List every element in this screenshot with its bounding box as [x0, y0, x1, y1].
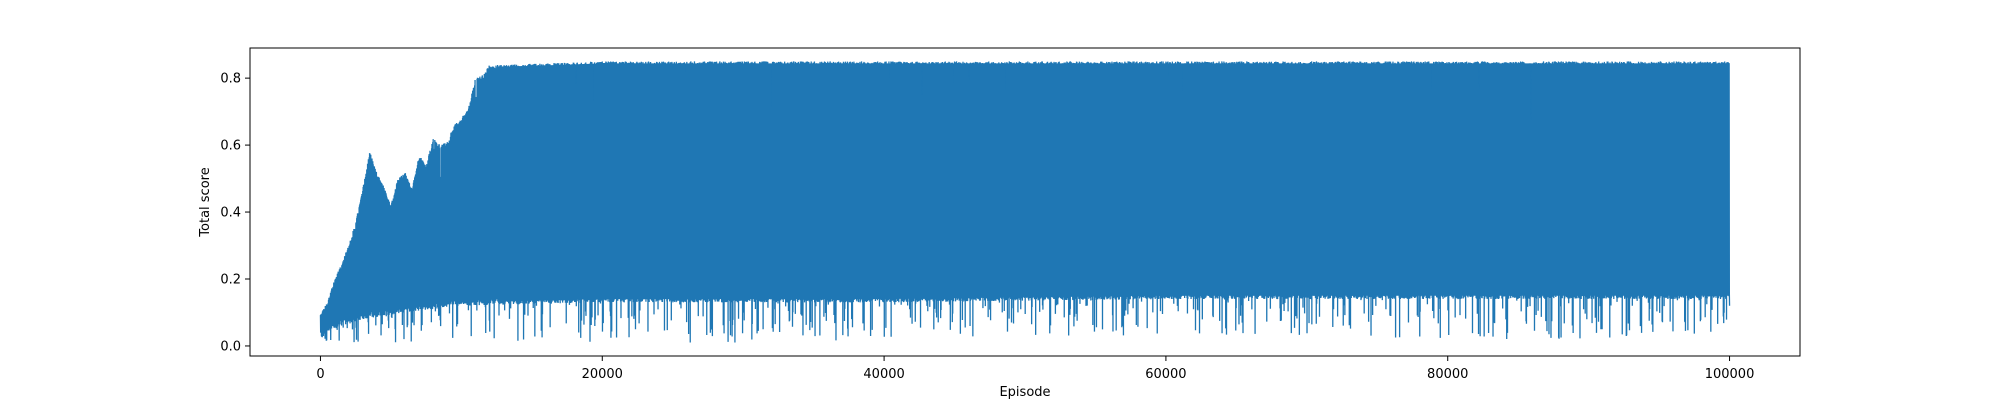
- x-tick-label: 40000: [863, 367, 904, 382]
- y-axis: 0.0 0.2 0.4 0.6 0.8: [220, 72, 250, 354]
- x-axis-label: Episode: [999, 385, 1050, 400]
- x-tick-label: 60000: [1145, 367, 1186, 382]
- axes-frame: [249, 47, 1801, 357]
- plot-area: [319, 61, 1731, 343]
- x-axis: 0 20000 40000 60000 80000 100000: [316, 356, 1754, 382]
- y-tick-label: 0.4: [220, 206, 241, 221]
- x-tick-label: 80000: [1427, 367, 1468, 382]
- y-axis-label: Total score: [198, 167, 213, 237]
- x-tick-label: 0: [316, 367, 324, 382]
- x-tick-label: 20000: [582, 367, 623, 382]
- series-path: [319, 61, 1731, 343]
- series-line-total-score: [319, 61, 1731, 343]
- y-tick-label: 0.0: [220, 339, 241, 354]
- y-tick-label: 0.8: [220, 72, 241, 87]
- y-tick-label: 0.6: [220, 139, 241, 154]
- y-tick-label: 0.2: [220, 273, 241, 288]
- x-tick-label: 100000: [1705, 367, 1755, 382]
